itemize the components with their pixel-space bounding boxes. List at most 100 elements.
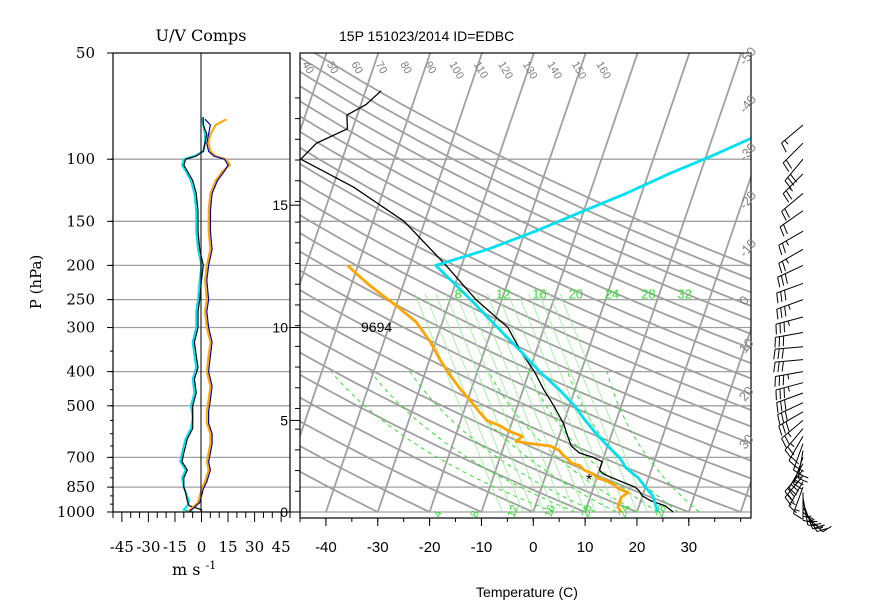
mixing-ratio-line [466, 293, 555, 513]
uv-x-tick-label: 0 [197, 538, 207, 556]
skewt-title: 15P 151023/2014 ID=EDBC [339, 28, 514, 44]
wind-barb-flag [782, 193, 790, 203]
pressure-axis: 50 100 150 200 250 300 400 500 700 850 1000 [57, 44, 113, 521]
temperature-tick-label: 10 [577, 539, 594, 556]
wind-barb-staff [775, 371, 804, 377]
isotherm-label: 140 [544, 60, 564, 82]
wind-barb-flag [784, 180, 792, 190]
wind-barb-staff [781, 420, 804, 439]
dry-adiabat [300, 56, 751, 281]
dry-adiabat [300, 179, 751, 395]
dry-adiabat [300, 470, 379, 513]
wind-barb-flag [776, 292, 779, 304]
wind-barb-staff [776, 392, 804, 404]
dry-adiabat [300, 420, 482, 513]
isotherm-label: 70 [373, 60, 390, 77]
uv-x-tick-label: 30 [245, 538, 264, 556]
wind-barb-flag [776, 402, 779, 413]
pressure-tick-label: 100 [66, 150, 95, 168]
pressure-tick-label: 1000 [57, 503, 95, 521]
wind-barb-flag [790, 484, 799, 492]
adiabat-label: 20 [736, 383, 757, 404]
wind-barb-flag [782, 162, 790, 172]
height-axis-label: 15 [272, 197, 288, 213]
wind-barb-flag [794, 479, 804, 486]
wind-barb-flag [787, 446, 795, 456]
skewt-frame [299, 52, 752, 519]
isotherm-label: 150 [569, 60, 589, 82]
wind-barb-flag [787, 487, 795, 497]
temperature-tick-label: 30 [680, 539, 697, 556]
wind-barb-staff [775, 346, 804, 350]
uv-series-line [186, 118, 232, 512]
dry-adiabat [300, 373, 586, 513]
pressure-tick-label: 700 [66, 448, 95, 466]
wind-barb-half-flag [787, 374, 790, 380]
sounding-profile [434, 136, 751, 513]
mixing-ratio-label: 28 [641, 286, 655, 301]
wind-barb-flag [797, 477, 808, 483]
isotherm-label: 40 [299, 60, 316, 77]
wind-barb-half-flag [794, 508, 800, 512]
mixing-ratio-line [445, 293, 534, 513]
isotherm [300, 53, 432, 439]
wind-barb-staff [779, 210, 804, 228]
dry-adiabat [300, 250, 751, 462]
isotherm [325, 53, 483, 513]
wind-barb-staff [775, 359, 804, 363]
dry-adiabat [300, 85, 751, 307]
adiabat-label: 10 [736, 335, 757, 356]
wind-barb-flag [790, 456, 799, 465]
adiabat-label: -40 [736, 92, 760, 116]
wind-barb-staff [778, 248, 804, 264]
wind-barb-flag [780, 275, 785, 286]
uv-x-axis: -45 -30 -15 0 15 30 45 [110, 512, 291, 556]
wind-barb-half-flag [788, 187, 794, 192]
sounding-profile [300, 90, 674, 513]
adiabat-label: -50 [736, 44, 760, 68]
wind-barb-flag [773, 349, 776, 360]
moist-adiabat [370, 371, 575, 513]
wind-barb-half-flag [790, 443, 795, 448]
wind-barb-flag [811, 523, 822, 526]
mixing-ratio-label: 16 [532, 286, 546, 301]
wind-barb-staff [784, 428, 804, 451]
wind-barb-staff [775, 316, 804, 325]
wind-barb-flag [777, 348, 780, 360]
temperature-tick-label: 0 [529, 539, 537, 556]
wind-barb-flag [802, 519, 814, 524]
wind-barb-staff [784, 158, 804, 181]
isotherm [119, 53, 275, 512]
skewt-background-lines [119, 53, 751, 513]
wind-barb-flag [779, 226, 785, 237]
moist-adiabat-label: 16 [543, 503, 558, 519]
wind-barb-flag [778, 245, 783, 256]
moist-adiabat-label: 20 [580, 503, 595, 519]
moist-adiabat [488, 371, 638, 513]
mixing-ratio-line [517, 293, 607, 513]
wind-barb-half-flag [787, 320, 790, 326]
isotherm-label: 80 [397, 60, 414, 77]
uv-x-tick-label: -45 [110, 538, 134, 556]
dry-adiabat [300, 100, 751, 321]
wind-barb-flag [780, 401, 783, 412]
pressure-tick-label: 200 [66, 256, 95, 274]
mixing-ratio-line [424, 293, 513, 513]
wind-barb-flag [773, 362, 776, 373]
isotherm-label: 100 [446, 60, 466, 82]
wind-barb-flag [784, 435, 790, 446]
wind-barb-flag [822, 525, 832, 533]
dry-adiabat [300, 115, 751, 335]
isotherm [739, 478, 751, 513]
dry-adiabat [300, 232, 751, 445]
wind-barb-flag [777, 277, 781, 288]
temperature-tick-label: -10 [471, 539, 493, 556]
wind-barb-flag [778, 425, 783, 436]
uv-components-panel: U/V Comps 501001502002503004005007008501… [27, 26, 291, 579]
uv-x-tick-label: -30 [136, 538, 160, 556]
wind-barb-half-flag [790, 501, 796, 506]
dry-adiabat [300, 214, 751, 428]
